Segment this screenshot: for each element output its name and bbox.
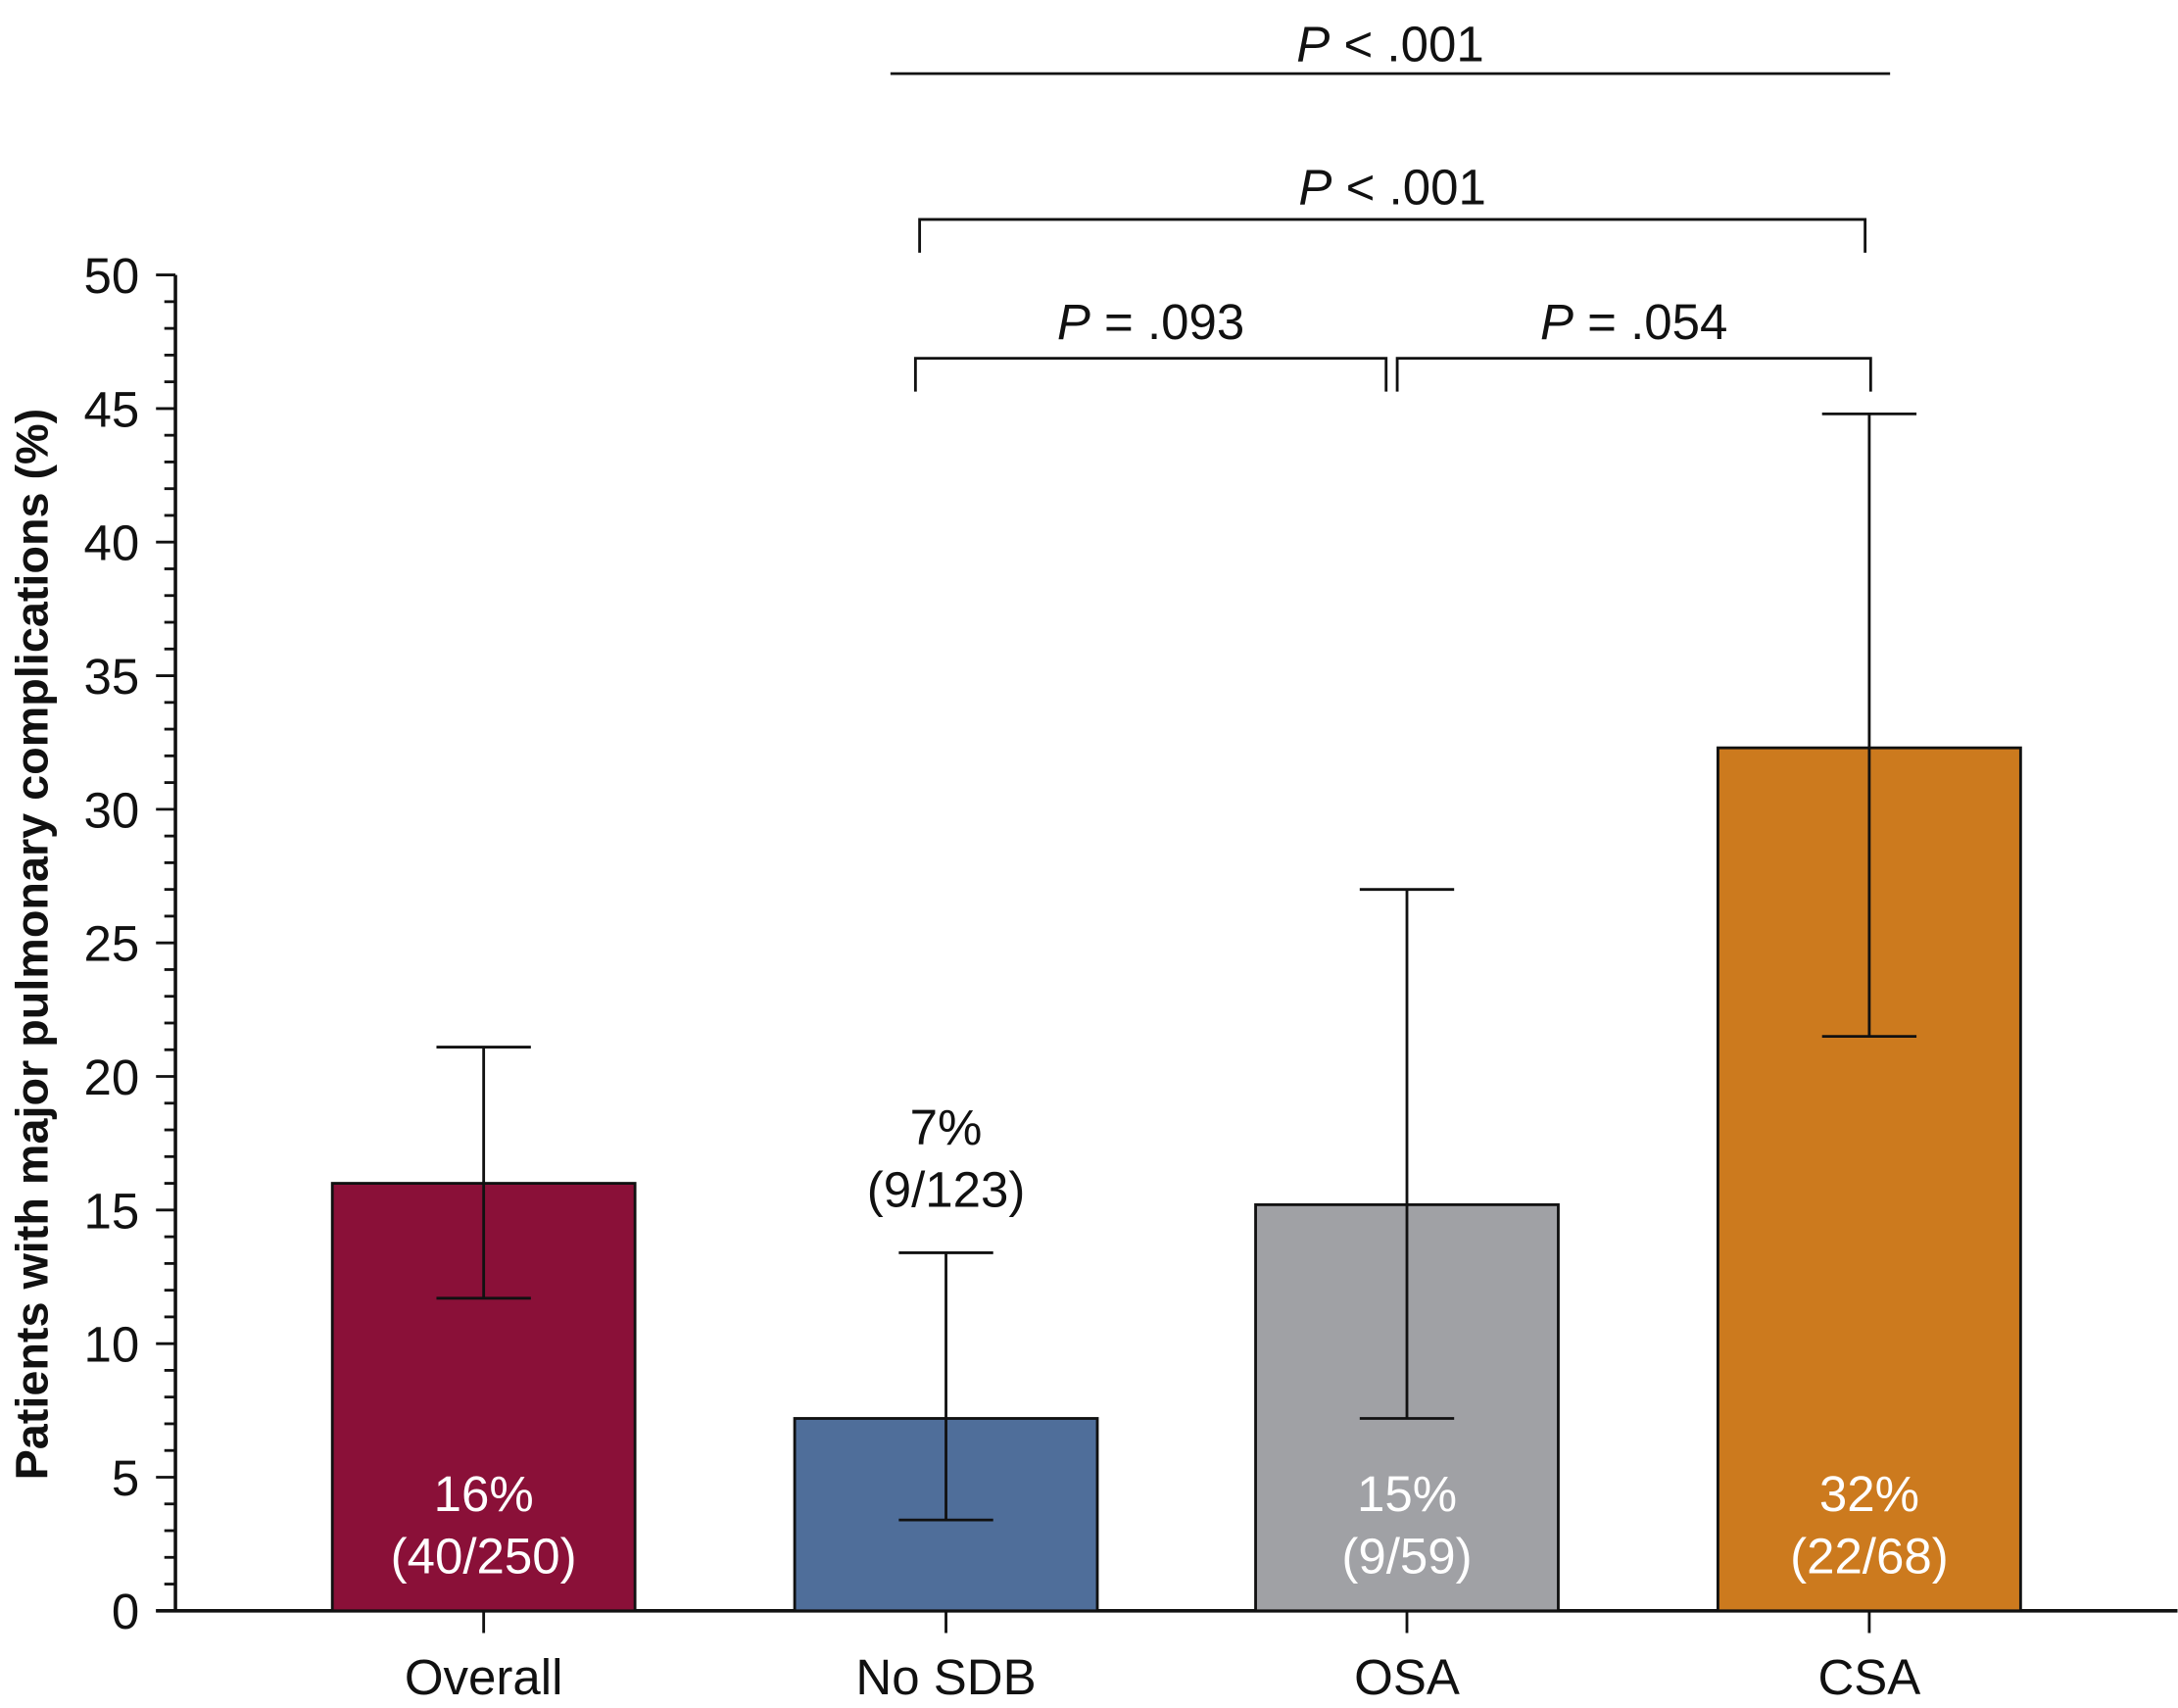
p-value-label: P < .001	[1296, 16, 1483, 72]
p-letter: P	[1296, 16, 1330, 72]
y-tick-label: 45	[83, 381, 139, 437]
bar-label-percent: 32%	[1819, 1466, 1919, 1522]
bar-label-count: (40/250)	[391, 1529, 577, 1585]
bar-label-percent: 7%	[910, 1099, 983, 1155]
comparison-bracket	[918, 218, 1867, 253]
x-tick-label: No SDB	[855, 1649, 1036, 1705]
y-tick-label: 35	[83, 649, 139, 705]
x-tick-label: Overall	[405, 1649, 563, 1705]
x-tick-label: CSA	[1817, 1649, 1920, 1705]
p-value-text: < .001	[1331, 159, 1485, 215]
y-tick-label: 5	[112, 1450, 139, 1506]
p-value-text: = .054	[1573, 294, 1727, 350]
bar-label-percent: 16%	[434, 1466, 534, 1522]
bars: 16% (40/250) 7% (9/123) 15% (9/59) 32% (22/68)	[330, 412, 2022, 1613]
y-tick-label: 50	[83, 248, 139, 304]
bar-label-percent: 15%	[1357, 1466, 1457, 1522]
p-value-label: P = .054	[1540, 294, 1727, 350]
y-axis-label: Patients with major pulmonary complicati…	[7, 409, 58, 1481]
p-value-label: P < .001	[1298, 159, 1485, 215]
bar-label-count: (22/68)	[1790, 1529, 1949, 1585]
x-tick-label: OSA	[1354, 1649, 1460, 1705]
comparison-bracket	[1395, 357, 1872, 392]
y-tick-label: 25	[83, 916, 139, 972]
bar-label-count: (9/123)	[867, 1162, 1026, 1218]
comparison-bracket	[913, 357, 1388, 392]
p-value-text: = .093	[1090, 294, 1244, 350]
y-tick-label: 10	[83, 1317, 139, 1373]
y-tick-label: 40	[83, 515, 139, 571]
p-letter: P	[1540, 294, 1573, 350]
p-letter: P	[1298, 159, 1331, 215]
y-tick-label: 20	[83, 1049, 139, 1105]
y-tick-label: 30	[83, 782, 139, 838]
p-value-label: P = .093	[1057, 294, 1244, 350]
bar-label-count: (9/59)	[1341, 1529, 1472, 1585]
y-tick-label: 0	[112, 1584, 139, 1639]
p-value-text: < .001	[1330, 16, 1483, 72]
y-tick-label: 15	[83, 1183, 139, 1239]
p-letter: P	[1057, 294, 1090, 350]
